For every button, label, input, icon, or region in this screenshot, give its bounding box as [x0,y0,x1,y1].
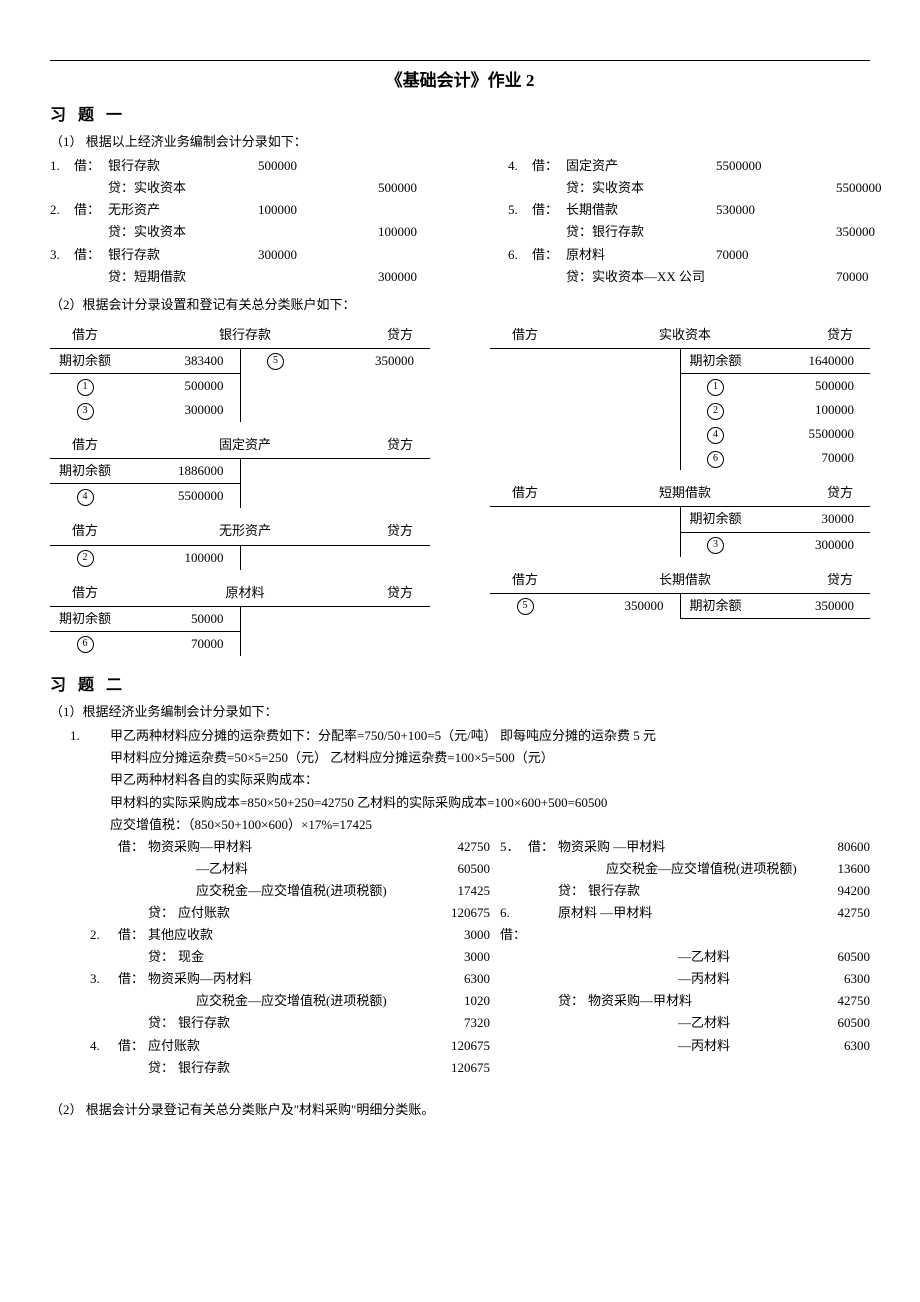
journal-entry: 2.借：其他应收款3000 [90,924,490,946]
t-accounts-right: 借方实收资本贷方期初余额1640000150000021000004550000… [490,318,870,666]
journal-entry: —丙材料6300 [500,968,870,990]
t-account: 借方原材料贷方期初余额50000670000 [50,580,430,656]
journal-entry: 贷：银行存款120675 [90,1057,490,1079]
page-title: 《基础会计》作业 2 [50,67,870,96]
ex2-part1-label: （1）根据经济业务编制会计分录如下： [50,701,870,723]
journal-entry: 6.借：原材料70000 [508,244,920,266]
journal-entry-credit: 贷：实收资本5500000 [508,177,920,199]
exercise2-heading: 习 题 二 [50,672,870,699]
journal-entry-credit: 贷：银行存款350000 [508,221,920,243]
t-account: 借方长期借款贷方5350000期初余额350000 [490,567,870,619]
journal-entry: 贷：银行存款94200 [500,880,870,902]
journal-entry: —乙材料60500 [500,1012,870,1034]
journal-entry: 4.借：应付账款120675 [90,1035,490,1057]
ex2-part2-label: （2） 根据会计分录登记有关总分类账户及"材料采购"明细分类账。 [50,1099,870,1121]
exercise1-heading: 习 题 一 [50,102,870,129]
calc-line: 甲材料应分摊运杂费=50×5=250（元） 乙材料应分摊运杂费=100×5=50… [110,747,870,769]
journal-entry-credit: 贷：实收资本500000 [50,177,468,199]
t-accounts-left: 借方银行存款贷方期初余额383400150000033000005350000 借… [50,318,430,666]
ex2-calc-block: 1.甲乙两种材料应分摊的运杂费如下：分配率=750/50+100=5（元/吨） … [50,725,870,835]
journal-entry: 贷：物资采购—甲材料42750 [500,990,870,1012]
journal-entry: 应交税金—应交增值税(进项税额)1020 [90,990,490,1012]
journal-entry: 应交税金—应交增值税(进项税额)17425 [90,880,490,902]
journal-entry-credit: 贷：实收资本100000 [50,221,468,243]
journal-entry: 借：物资采购—甲材料42750 [90,836,490,858]
t-account: 借方固定资产贷方期初余额188600045500000 [50,432,430,508]
journal-entry: —乙材料60500 [90,858,490,880]
journal-entry: 贷：现金3000 [90,946,490,968]
journal-entry: 6. 借：原材料 —甲材料42750 [500,902,870,946]
ex2-entries-right: 5．借：物资采购 —甲材料80600应交税金—应交增值税(进项税额)13600贷… [500,836,870,1079]
t-account: 借方短期借款贷方期初余额300003300000 [490,480,870,556]
ex1-entries-right: 4.借：固定资产5500000贷：实收资本55000005.借：长期借款5300… [508,155,920,288]
calc-line: 甲材料的实际采购成本=850×50+250=42750 乙材料的实际采购成本=1… [110,792,870,814]
journal-entry: 1.借：银行存款500000 [50,155,468,177]
journal-entry-credit: 贷：短期借款300000 [50,266,468,288]
journal-entry: 2.借：无形资产100000 [50,199,468,221]
t-account: 借方无形资产贷方2100000 [50,518,430,569]
t-account: 借方实收资本贷方期初余额1640000150000021000004550000… [490,322,870,471]
journal-entry: 3.借：银行存款300000 [50,244,468,266]
journal-entry: 贷：应付账款120675 [90,902,490,924]
calc-line: 甲乙两种材料应分摊的运杂费如下：分配率=750/50+100=5（元/吨） 即每… [110,725,870,747]
journal-entry: 应交税金—应交增值税(进项税额)13600 [500,858,870,880]
journal-entry: —丙材料6300 [500,1035,870,1057]
t-account: 借方银行存款贷方期初余额383400150000033000005350000 [50,322,430,422]
journal-entry: 4.借：固定资产5500000 [508,155,920,177]
journal-entry: 5.借：长期借款530000 [508,199,920,221]
journal-entry: 5．借：物资采购 —甲材料80600 [500,836,870,858]
ex1-entries-left: 1.借：银行存款500000贷：实收资本5000002.借：无形资产100000… [50,155,468,288]
calc-line: 甲乙两种材料各自的实际采购成本： [110,769,870,791]
ex1-part2-label: （2）根据会计分录设置和登记有关总分类账户如下： [50,294,870,316]
journal-entry-credit: 贷：实收资本—XX 公司70000 [508,266,920,288]
ex2-entries-left: 借：物资采购—甲材料42750—乙材料60500应交税金—应交增值税(进项税额)… [90,836,490,1079]
journal-entry: —乙材料60500 [500,946,870,968]
journal-entry: 3.借：物资采购—丙材料6300 [90,968,490,990]
ex1-part1-label: （1） 根据以上经济业务编制会计分录如下： [50,131,870,153]
journal-entry: 贷：银行存款7320 [90,1012,490,1034]
calc-line: 应交增值税：（850×50+100×600）×17%=17425 [110,814,870,836]
